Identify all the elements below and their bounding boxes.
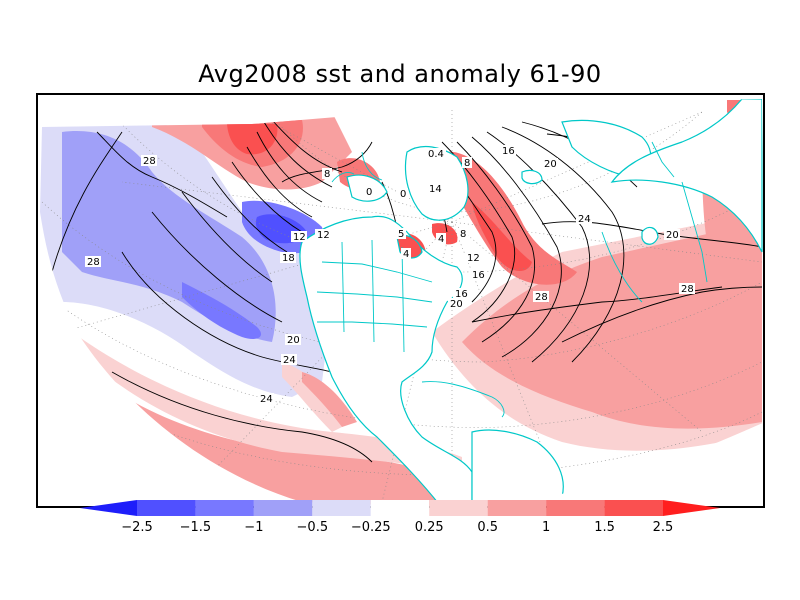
anomaly-pos-labrador-hot	[472, 202, 532, 272]
iceland	[521, 169, 543, 185]
map-svg: 28 28 28 28 24 24 24 20 20 20 18 16 16 1…	[40, 99, 763, 506]
contour-label: 5	[398, 229, 404, 240]
coast-detail	[316, 141, 708, 418]
colorbar-box	[370, 500, 430, 516]
contour-label: 28	[681, 284, 694, 295]
contour-label: 8	[464, 158, 470, 169]
anomaly-pos-mexico	[302, 372, 357, 427]
colorbar-box	[195, 500, 254, 516]
colorbar-box	[487, 500, 547, 516]
contour-label: 16	[455, 289, 468, 300]
anomaly-neg-mid	[62, 131, 276, 342]
colorbar-box	[429, 500, 488, 516]
anomaly-neg-band	[182, 282, 262, 339]
europe	[610, 99, 763, 253]
contour-label: 28	[87, 257, 100, 268]
contour-label: 20	[287, 335, 300, 346]
contour-label: 20	[666, 230, 679, 241]
colorbar-left-arrow	[80, 500, 137, 516]
contour-label: 12	[317, 230, 330, 241]
colorbar-box	[546, 500, 605, 516]
colorbar-box	[604, 500, 663, 516]
map-frame: 28 28 28 28 24 24 24 20 20 20 18 16 16 1…	[36, 93, 765, 508]
colorbar-box	[137, 500, 196, 516]
colorbar-tick-label: −0.5	[297, 520, 329, 535]
anomaly-pos-pacific-band2	[72, 332, 462, 472]
chart-title: Avg2008 sst and anomaly 61-90	[198, 60, 602, 88]
contour-label: 8	[324, 169, 330, 180]
contour-label: 12	[467, 253, 480, 264]
contour-label: 16	[472, 270, 485, 281]
contour-label: 4	[403, 249, 409, 260]
colorbar-tick-label: −1.5	[180, 520, 212, 535]
contour-label: 14	[429, 184, 442, 195]
colorbar-tick-label: 0.25	[415, 520, 444, 535]
contour-label: 24	[283, 355, 296, 366]
colorbar-tick-label: 0.5	[477, 520, 498, 535]
contour-label: 16	[502, 146, 515, 157]
colorbar-tick-label: 1	[542, 520, 550, 535]
contour-label: 12	[293, 232, 306, 243]
colorbar-tick-label: −1	[244, 520, 263, 535]
colorbar-box	[312, 500, 371, 516]
anomaly-pos-atlantic-mid	[462, 222, 762, 429]
contour-label: 28	[143, 156, 156, 167]
contour-label: 0	[400, 189, 406, 200]
contour-label: 0	[366, 187, 372, 198]
colorbar-ticks: −2.5 −1.5 −1 −0.5 −0.25 0.25 0.5 1 1.5 2.5	[121, 520, 673, 535]
colorbar-right-arrow	[663, 500, 720, 516]
anomaly-pos-labrador	[442, 151, 577, 285]
colorbar-tick-label: −2.5	[121, 520, 153, 535]
contour-label: 20	[450, 299, 463, 310]
colorbar-tick-label: −0.25	[351, 520, 391, 535]
contour-label: 18	[282, 253, 295, 264]
contour-label: 24	[260, 394, 273, 405]
contour-label: 20	[544, 159, 557, 170]
anomaly-pos-pacific-south	[102, 382, 472, 506]
colorbar-tick-label: 1.5	[594, 520, 615, 535]
contour-label: 8	[460, 229, 466, 240]
colorbar-tick-label: 2.5	[653, 520, 674, 535]
ocean-domain	[40, 99, 763, 506]
contour-labels: 28 28 28 28 24 24 24 20 20 20 18 16 16 1…	[85, 145, 695, 405]
contour-label: 24	[578, 214, 591, 225]
contour-label: 0.4	[428, 149, 444, 160]
uk	[641, 226, 659, 245]
contour-label: 4	[438, 234, 444, 245]
contour-label: 28	[535, 292, 548, 303]
colorbar-boxes	[80, 500, 720, 516]
colorbar-box	[253, 500, 313, 516]
